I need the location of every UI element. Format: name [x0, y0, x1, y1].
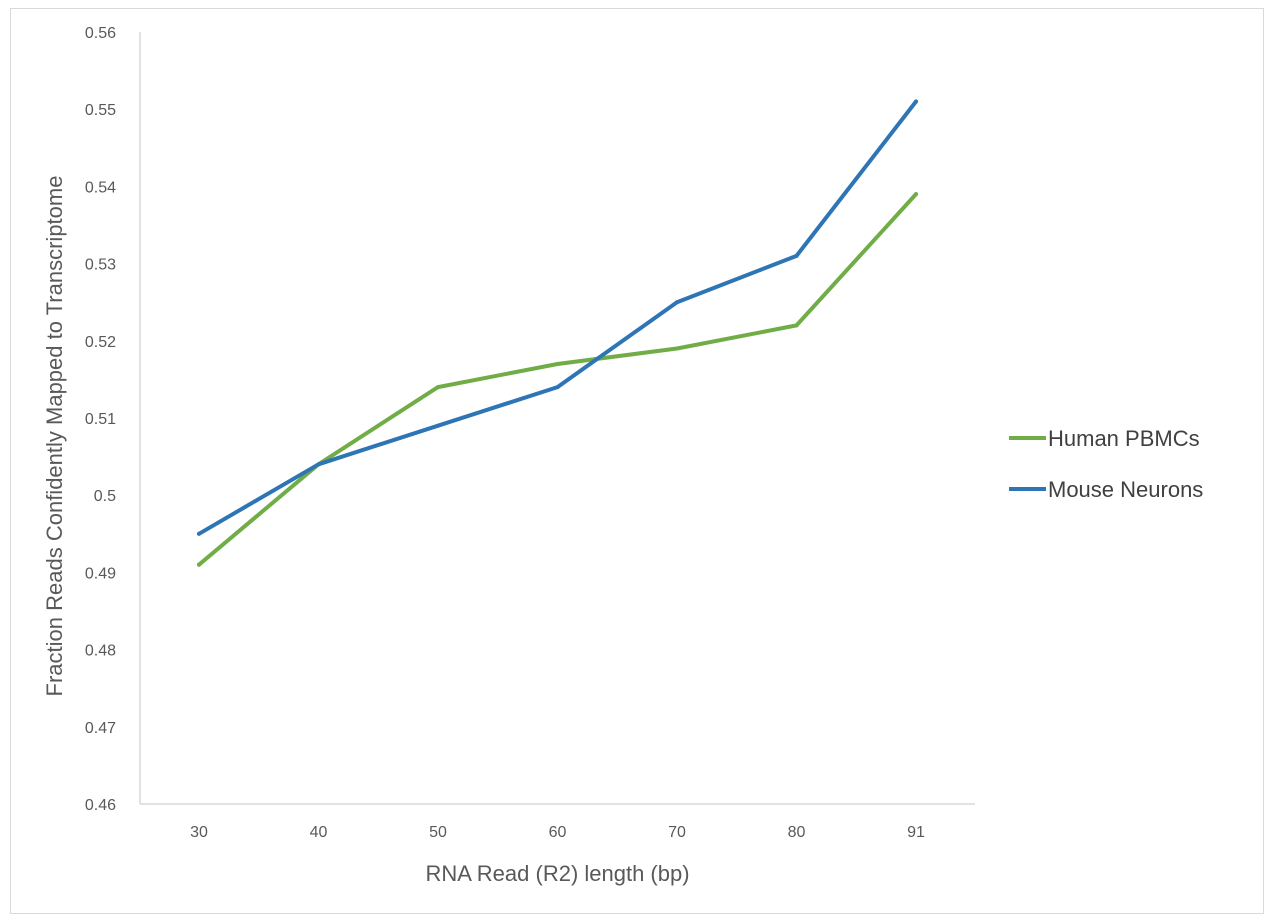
data-point	[675, 346, 679, 351]
chart-frame	[10, 8, 1264, 914]
series-line-mouse-neurons	[197, 99, 918, 536]
y-tick-labels: 0.46 0.47 0.48 0.49 0.5 0.51 0.52 0.53 0.54 0.55 0…	[85, 25, 116, 814]
y-tick-label: 0.53	[85, 257, 116, 274]
data-point	[555, 385, 560, 390]
x-tick-label: 40	[310, 824, 328, 841]
x-tick-label: 50	[429, 824, 447, 841]
data-point	[436, 423, 440, 428]
y-tick-label: 0.48	[85, 643, 116, 660]
x-tick-label: 30	[190, 824, 208, 841]
data-point	[675, 300, 679, 305]
x-tick-label: 70	[668, 824, 686, 841]
y-tick-label: 0.47	[85, 720, 116, 737]
data-point	[436, 385, 440, 390]
series-line-human-pbmcs	[197, 192, 918, 567]
x-tick-label: 80	[788, 824, 806, 841]
y-tick-label: 0.46	[85, 797, 116, 814]
data-point	[555, 361, 560, 366]
x-axis-title: RNA Read (R2) length (bp)	[425, 861, 689, 886]
data-point	[197, 531, 201, 536]
x-tick-label: 60	[549, 824, 567, 841]
x-tick-label: 91	[907, 824, 925, 841]
x-tick-labels: 30 40 50 60 70 80 91	[190, 824, 925, 841]
data-point	[914, 99, 918, 104]
legend-label: Human PBMCs	[1048, 426, 1200, 451]
y-tick-label: 0.49	[85, 565, 116, 582]
series-layer	[197, 99, 918, 567]
data-point	[794, 323, 799, 328]
data-point	[197, 562, 201, 567]
y-tick-label: 0.51	[85, 411, 116, 428]
data-point	[794, 253, 799, 258]
data-point	[316, 462, 321, 467]
y-tick-label: 0.52	[85, 334, 116, 351]
y-tick-label: 0.56	[85, 25, 116, 42]
y-tick-label: 0.55	[85, 102, 116, 119]
legend: Human PBMCs Mouse Neurons	[1009, 426, 1203, 502]
y-tick-label: 0.5	[94, 488, 116, 505]
legend-label: Mouse Neurons	[1048, 477, 1203, 502]
data-point	[914, 192, 918, 197]
y-tick-label: 0.54	[85, 179, 116, 196]
y-axis-title: Fraction Reads Confidently Mapped to Tra…	[42, 176, 67, 697]
